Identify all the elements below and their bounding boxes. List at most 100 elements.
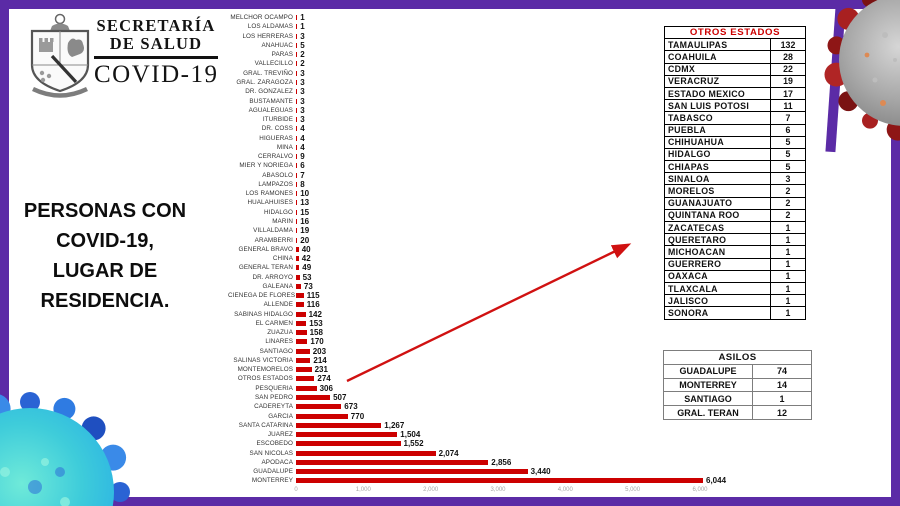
- table-row: CHIHUAHUA 5: [664, 135, 806, 149]
- bar: [296, 432, 398, 438]
- bar-label: BUSTAMANTE: [249, 97, 293, 105]
- chart-row: ARAMBERRI 20: [228, 235, 728, 245]
- bar: [296, 348, 310, 354]
- bar: [296, 441, 401, 447]
- bar-label: GENERAL TERAN: [238, 264, 293, 272]
- bar: [296, 385, 317, 391]
- bar-label: MIER Y NORIEGA: [239, 162, 293, 170]
- bar: [296, 357, 311, 363]
- chart-row: HIDALGO 15: [228, 208, 728, 217]
- bar-value: 673: [344, 402, 358, 412]
- bar: [296, 200, 298, 206]
- chart-row: GALEANA 73: [228, 282, 728, 291]
- bar: [296, 293, 304, 299]
- table-row: TABASCO 7: [664, 111, 806, 125]
- bar-value: 16: [300, 216, 310, 226]
- bar-value: 4: [300, 133, 305, 143]
- chart-row: ITURBIDE 3: [228, 115, 728, 124]
- table-row: GRAL. TERAN 12: [663, 405, 812, 420]
- bar: [296, 24, 298, 30]
- bar-value: 7: [300, 170, 305, 180]
- table-row: SANTIAGO 1: [663, 391, 812, 407]
- table-row: QUERETARO 1: [664, 233, 806, 247]
- bar-value: 13: [300, 198, 310, 208]
- row-value: 14: [752, 377, 812, 393]
- bar: [296, 311, 306, 317]
- bar-label: ABASOLO: [262, 171, 293, 179]
- bar-label: HUALAHUISES: [247, 199, 293, 207]
- table-row: JALISCO 1: [664, 294, 806, 308]
- table-row: GUANAJUATO 2: [664, 196, 806, 210]
- row-value: 28: [770, 50, 806, 64]
- bar: [296, 191, 298, 197]
- bar-value: 3: [300, 77, 305, 87]
- row-name: CHIHUAHUA: [664, 135, 771, 149]
- bar-value: 10: [300, 189, 310, 199]
- bar: [296, 422, 382, 428]
- row-name: COAHUILA: [664, 50, 771, 64]
- row-value: 132: [770, 38, 806, 52]
- row-name: MORELOS: [664, 184, 771, 198]
- row-name: GUERRERO: [664, 257, 771, 271]
- row-value: 1: [770, 306, 806, 320]
- row-value: 74: [752, 363, 812, 379]
- bar-value: 6: [300, 161, 305, 171]
- row-value: 1: [770, 294, 806, 308]
- chart-row: JUAREZ 1,504: [228, 430, 728, 439]
- bar-value: 3: [300, 87, 305, 97]
- row-name: JALISCO: [664, 294, 771, 308]
- x-tick-label: 4,000: [557, 487, 573, 493]
- otros-estados-title: OTROS ESTADOS: [664, 25, 806, 40]
- bar-value: 507: [333, 393, 347, 403]
- chart-row: MONTEMORELOS 231: [228, 365, 728, 374]
- bar-value: 1: [300, 13, 305, 23]
- slide-title-line: RESIDENCIA.: [40, 290, 170, 312]
- bar: [296, 395, 331, 401]
- chart-row: MELCHOR OCAMPO 1: [228, 13, 728, 22]
- row-value: 3: [770, 172, 806, 186]
- bar-value: 231: [314, 365, 328, 375]
- bar: [296, 283, 301, 289]
- chart-row: CIENEGA DE FLORES 115: [228, 291, 728, 300]
- bar: [296, 135, 298, 141]
- table-row: MICHOACAN 1: [664, 245, 806, 259]
- row-value: 5: [770, 160, 806, 174]
- row-name: ZACATECAS: [664, 220, 771, 235]
- chart-row: LOS HERRERAS 3: [228, 32, 728, 41]
- chart-row: CERRALVO 9: [228, 152, 728, 161]
- bar-label: JUAREZ: [267, 431, 293, 439]
- coronavirus-image-bottom-left: [0, 392, 130, 506]
- bar-label: LAMPAZOS: [258, 180, 293, 188]
- x-tick-label: 5,000: [625, 487, 641, 493]
- row-value: 1: [770, 269, 806, 283]
- bar: [296, 218, 298, 224]
- chart-row: MARIN 16: [228, 217, 728, 226]
- chart-row: SANTIAGO 203: [228, 347, 728, 356]
- row-value: 5: [770, 135, 806, 149]
- bar-value: 3: [300, 31, 305, 41]
- chart-row: LOS RAMONES 10: [228, 189, 728, 198]
- bar: [296, 450, 436, 456]
- chart-row: SANTA CATARINA 1,267: [228, 421, 728, 430]
- row-name: SINALOA: [664, 172, 771, 186]
- row-name: TAMAULIPAS: [664, 38, 771, 52]
- row-value: 11: [770, 99, 806, 113]
- row-name: SAN LUIS POTOSI: [664, 99, 771, 113]
- row-name: SANTIAGO: [663, 391, 753, 407]
- row-value: 1: [770, 281, 806, 296]
- bar: [296, 107, 298, 113]
- chart-row: MIER Y NORIEGA 6: [228, 161, 728, 170]
- bar-value: 2,856: [491, 457, 512, 467]
- slide-title-line: LUGAR DE: [52, 260, 158, 282]
- bar: [296, 478, 703, 484]
- row-value: 1: [770, 220, 806, 235]
- bar: [296, 320, 307, 326]
- bar-value: 8: [300, 179, 305, 189]
- logo-divider: [94, 56, 218, 59]
- bar-value: 203: [312, 346, 327, 356]
- bar: [296, 181, 298, 187]
- x-axis: 0 1,000 2,000 3,000 4,000 5,000 6,000: [294, 487, 726, 497]
- table-row: GUERRERO 1: [664, 257, 806, 271]
- bar-label: SANTIAGO: [259, 347, 293, 355]
- chart-row: ALLENDE 116: [228, 300, 728, 309]
